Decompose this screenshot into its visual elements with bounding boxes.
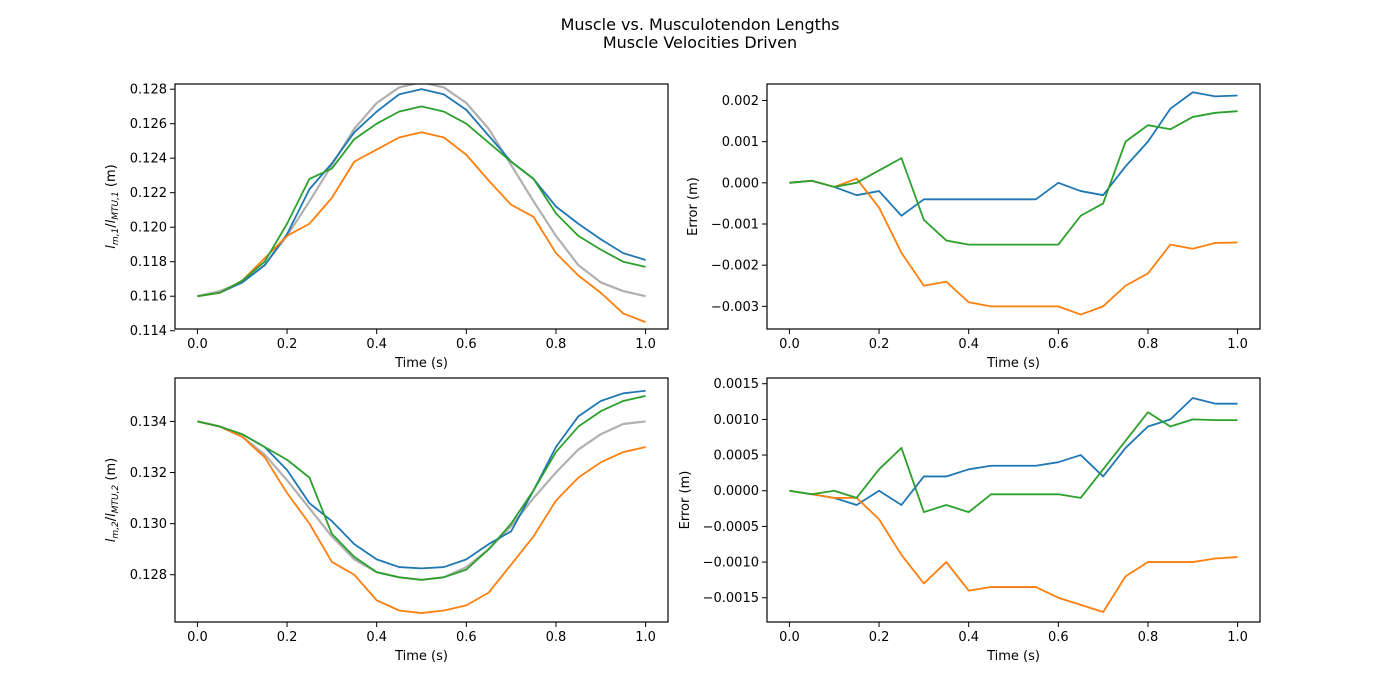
y-tick-label: 0.128	[130, 83, 167, 98]
series-line-blue	[197, 389, 646, 570]
y-tick-label: 0.002	[722, 94, 759, 109]
y-tick-label: −0.002	[711, 259, 759, 274]
series-line-blue	[197, 88, 646, 298]
x-tick-label: 1.0	[1227, 630, 1248, 645]
subplot-bottom-left: 0.0 0.2 0.4 0.6 0.8 1.0 0.128 0.130 0.132 0.134 Ti…	[104, 377, 669, 664]
y-tick-label: 0.116	[130, 290, 167, 305]
series-line-green	[197, 395, 646, 581]
axes-frame	[174, 377, 669, 623]
y-tick-label: 0.126	[130, 117, 167, 132]
x-tick-label: 0.8	[1138, 337, 1159, 352]
x-tick-label: 0.8	[546, 630, 567, 645]
y-tick-label: 0.120	[130, 221, 167, 236]
series-line-green	[197, 105, 646, 298]
y-tick-label: 0.0010	[714, 413, 760, 428]
series-line-green	[789, 411, 1238, 514]
series-line-orange	[197, 131, 646, 323]
series-line-blue	[789, 91, 1238, 217]
x-tick-label: 0.6	[456, 630, 477, 645]
x-axis-label: Time (s)	[394, 356, 448, 371]
figure-title-line-2: Muscle Velocities Driven	[603, 33, 797, 52]
y-axis-label: lm,2/lMTU,2 (m)	[104, 458, 121, 542]
y-tick-label: 0.000	[722, 176, 759, 191]
x-tick-label: 0.4	[958, 630, 979, 645]
x-tick-label: 0.2	[277, 337, 298, 352]
x-tick-label: 0.2	[277, 630, 298, 645]
series-line-orange	[197, 420, 646, 614]
axes-frame	[174, 83, 669, 330]
y-tick-label: 0.134	[130, 415, 167, 430]
y-tick-label: 0.130	[130, 517, 167, 532]
y-tick-label: 0.0015	[714, 377, 760, 392]
x-tick-label: 0.2	[869, 630, 890, 645]
y-axis-label: lm,1/lMTU,1 (m)	[104, 164, 121, 248]
x-tick-label: 0.0	[187, 630, 208, 645]
y-tick-label: −0.003	[711, 300, 759, 315]
x-tick-label: 0.0	[779, 337, 800, 352]
x-tick-label: 1.0	[1227, 337, 1248, 352]
series-line-orange	[789, 489, 1238, 613]
y-axis-label: Error (m)	[678, 471, 693, 530]
x-tick-label: 0.4	[366, 337, 387, 352]
series-line-blue	[789, 397, 1238, 506]
y-tick-label: −0.0005	[703, 520, 759, 535]
series-line-orange	[789, 177, 1238, 316]
y-tick-label: 0.114	[130, 324, 167, 339]
x-tick-label: 0.0	[779, 630, 800, 645]
y-tick-label: −0.001	[711, 218, 759, 233]
x-tick-label: 1.0	[635, 337, 656, 352]
y-tick-label: 0.118	[130, 255, 167, 270]
subplot-bottom-right: 0.0 0.2 0.4 0.6 0.8 1.0 −0.0015 −0.0010 −0.0005 0…	[678, 377, 1261, 664]
y-tick-label: 0.124	[130, 152, 167, 167]
x-tick-label: 0.8	[1138, 630, 1159, 645]
x-tick-label: 0.6	[1048, 630, 1069, 645]
series-line-gray	[197, 420, 646, 581]
axes-frame	[766, 377, 1261, 623]
x-tick-label: 0.8	[546, 337, 567, 352]
x-tick-label: 0.4	[366, 630, 387, 645]
y-tick-label: 0.128	[130, 568, 167, 583]
axes-frame	[766, 83, 1261, 330]
x-tick-label: 1.0	[635, 630, 656, 645]
y-tick-label: 0.132	[130, 466, 167, 481]
x-tick-label: 0.6	[1048, 337, 1069, 352]
y-tick-label: 0.0000	[714, 484, 760, 499]
x-axis-label: Time (s)	[986, 356, 1040, 371]
x-tick-label: 0.0	[187, 337, 208, 352]
subplot-top-right: 0.0 0.2 0.4 0.6 0.8 1.0 −0.003 −0.002 −0.001 0.00…	[686, 83, 1261, 371]
y-tick-label: 0.0005	[714, 449, 760, 464]
x-axis-label: Time (s)	[986, 649, 1040, 664]
x-tick-label: 0.6	[456, 337, 477, 352]
y-tick-label: 0.001	[722, 135, 759, 150]
y-axis-label: Error (m)	[686, 177, 701, 236]
x-axis-label: Time (s)	[394, 649, 448, 664]
subplot-top-left: 0.0 0.2 0.4 0.6 0.8 1.0 0.114 0.116 0.118 0.120 0.…	[104, 83, 669, 371]
series-line-green	[789, 110, 1238, 246]
y-tick-label: 0.122	[130, 186, 167, 201]
x-tick-label: 0.4	[958, 337, 979, 352]
y-tick-label: −0.0010	[703, 556, 759, 571]
x-tick-label: 0.2	[869, 337, 890, 352]
y-tick-label: −0.0015	[703, 591, 759, 606]
figure-title-line-1: Muscle vs. Musculotendon Lengths	[561, 15, 840, 34]
